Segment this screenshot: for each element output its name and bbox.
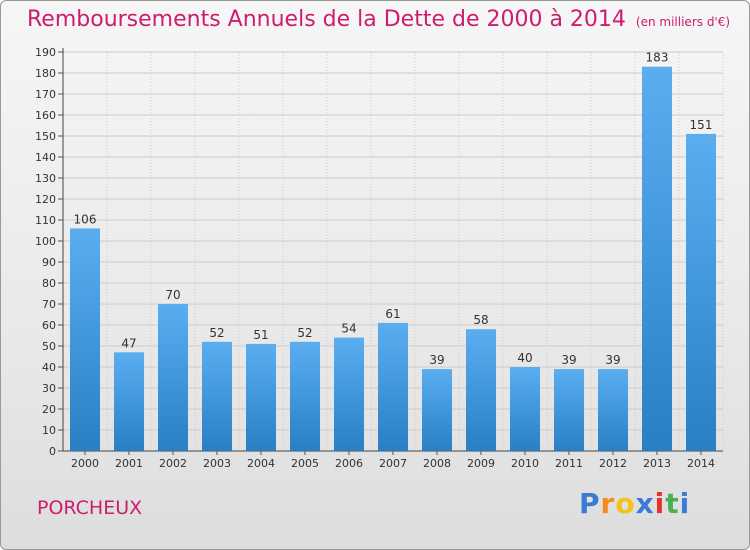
bar [202,341,232,451]
y-tick-label: 20 [42,403,56,416]
y-tick-label: 10 [42,424,56,437]
logo-letter: x [635,487,655,520]
y-tick-label: 80 [42,277,56,290]
x-tick-label: 2014 [687,457,715,470]
bar [642,66,672,451]
bar [334,337,364,451]
bar [378,322,408,451]
y-tick-label: 0 [49,445,56,458]
chart-unit: (en milliers d'€) [635,15,731,29]
logo-letter: i [654,487,666,520]
labels: 0 10 20 30 40 50 60 70 80 90 100 110 120 130 140 150 160… [35,46,715,470]
bar [598,369,628,451]
bar-value-label: 39 [429,353,444,367]
proxiti-logo: Proxiti [579,487,690,520]
bar [466,329,496,451]
logo-letter: i [679,487,691,520]
x-tick-label: 2012 [599,457,627,470]
bar-value-label: 61 [385,307,400,321]
logo-letter: o [615,487,636,520]
x-tick-label: 2013 [643,457,671,470]
y-tick-label: 140 [35,151,56,164]
y-tick-label: 170 [35,88,56,101]
commune-name: PORCHEUX [37,497,143,519]
y-tick-label: 100 [35,235,56,248]
logo-letter: t [665,487,680,520]
bar-value-label: 39 [605,353,620,367]
bar [158,304,188,451]
bar [686,133,716,451]
y-tick-label: 70 [42,298,56,311]
bar-value-label: 70 [165,288,180,302]
x-tick-label: 2010 [511,457,539,470]
logo-letter: P [579,487,601,520]
bars [70,66,716,451]
chart-title-text: Remboursements Annuels de la Dette de 20… [27,7,626,32]
y-tick-label: 30 [42,382,56,395]
y-tick-label: 180 [35,67,56,80]
x-tick-label: 2009 [467,457,495,470]
y-tick-label: 110 [35,214,56,227]
y-tick-label: 150 [35,130,56,143]
bar [290,341,320,451]
x-tick-label: 2005 [291,457,319,470]
x-tick-label: 2004 [247,457,275,470]
x-tick-label: 2008 [423,457,451,470]
y-tick-label: 130 [35,172,56,185]
bar-value-label: 54 [341,322,356,336]
x-tick-label: 2002 [159,457,187,470]
bar-value-label: 52 [297,326,312,340]
logo-letter: r [600,487,616,520]
y-tick-label: 40 [42,361,56,374]
chart-title: Remboursements Annuels de la Dette de 20… [27,7,730,32]
bar-value-label: 40 [517,351,532,365]
x-tick-label: 2001 [115,457,143,470]
x-tick-label: 2000 [71,457,99,470]
bar-value-label: 106 [74,212,97,226]
x-tick-label: 2011 [555,457,583,470]
bar [114,352,144,451]
bar-value-label: 39 [561,353,576,367]
bar-value-label: 151 [690,118,713,132]
bar-value-label: 47 [121,336,136,350]
y-tick-label: 90 [42,256,56,269]
bar [246,343,276,451]
bar-value-label: 51 [253,328,268,342]
y-tick-label: 120 [35,193,56,206]
x-tick-label: 2003 [203,457,231,470]
y-tick-label: 50 [42,340,56,353]
bar [510,367,540,451]
bar [422,369,452,451]
bar [70,228,100,451]
bar [554,369,584,451]
y-tick-label: 60 [42,319,56,332]
y-tick-label: 190 [35,46,56,59]
bar-value-label: 183 [646,51,669,65]
bar-value-label: 58 [473,313,488,327]
y-tick-label: 160 [35,109,56,122]
bar-value-label: 52 [209,326,224,340]
x-tick-label: 2006 [335,457,363,470]
x-tick-label: 2007 [379,457,407,470]
